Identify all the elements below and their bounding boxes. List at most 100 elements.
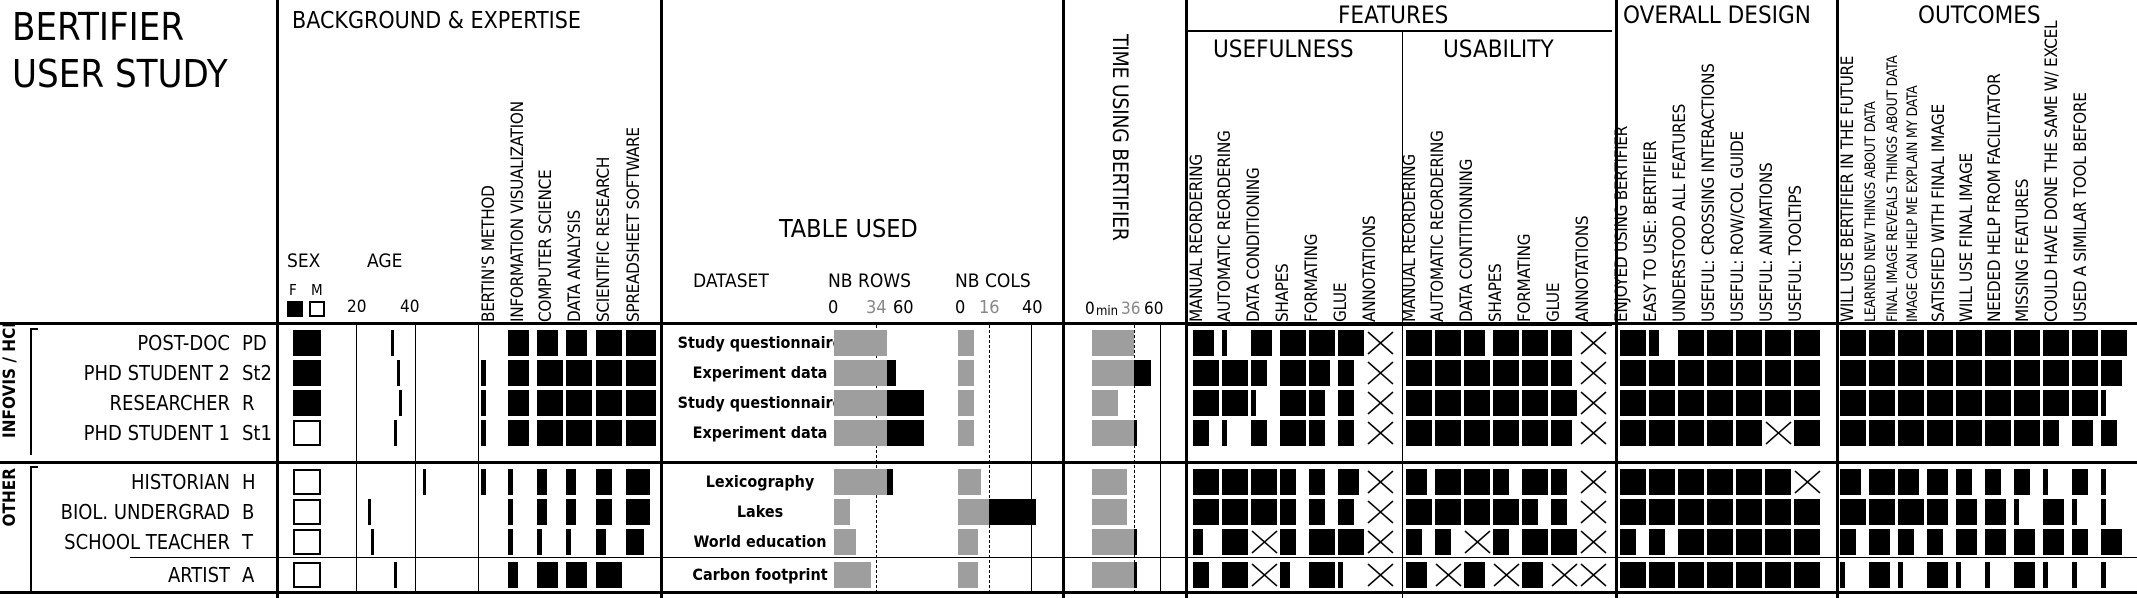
row-pd-overall-cell-0 xyxy=(1620,330,1646,356)
row-pd-usability-cell-5 xyxy=(1551,330,1572,356)
row-st1-usability-cell-4 xyxy=(1522,420,1548,446)
row-st2-usefulness-cell-5 xyxy=(1338,360,1354,386)
row-r-overall-cell-1 xyxy=(1649,390,1675,416)
row-h-usefulness-cell-4 xyxy=(1309,469,1325,495)
row-a-usefulness-x-6 xyxy=(1367,563,1394,587)
row-a-outcomes-cell-0 xyxy=(1840,562,1845,588)
row-r-outcomes-cell-0 xyxy=(1840,390,1866,416)
time-tick-0: 0 xyxy=(1085,299,1095,319)
row-r-usability-cell-1 xyxy=(1435,390,1461,416)
row-t-outcomes-cell-9 xyxy=(2101,529,2122,555)
row-st1-usefulness-cell-4 xyxy=(1309,420,1325,446)
row-st2-outcomes-cell-2 xyxy=(1898,360,1924,386)
row-r-overall-cell-2 xyxy=(1678,390,1704,416)
row-t-usefulness-cell-1 xyxy=(1222,529,1248,555)
overall-header-4: USEFUL: ROW/COL GUIDE xyxy=(1728,131,1748,322)
row-t-outcomes-cell-4 xyxy=(1956,529,1977,555)
row-pd-outcomes-cell-7 xyxy=(2043,330,2069,356)
row-pd-outcomes-cell-5 xyxy=(1985,330,2011,356)
row-r-usefulness-cell-3 xyxy=(1280,390,1306,416)
time-tick-36: 36 xyxy=(1121,299,1141,319)
row-a-rows xyxy=(834,562,872,588)
row-b-rows xyxy=(834,499,850,525)
row-t-outcomes-cell-2 xyxy=(1898,529,1914,555)
row-h-code: H xyxy=(242,470,256,494)
legend-female-swatch xyxy=(287,301,303,317)
time-tick-60: 60 xyxy=(1144,299,1164,319)
row-t-overall-cell-1 xyxy=(1649,529,1665,555)
expertise-header-5: SPREADSHEET SOFTWARE xyxy=(624,127,644,322)
row-pd-outcomes-cell-9 xyxy=(2101,330,2127,356)
row-h-rows-extra xyxy=(886,469,893,495)
row-b-usefulness-cell-4 xyxy=(1309,499,1325,525)
row-a-usability-x-5 xyxy=(1551,563,1578,587)
row-st2-overall-cell-4 xyxy=(1736,360,1762,386)
row-h-usability-cell-4 xyxy=(1522,469,1548,495)
row-a-exp-3 xyxy=(566,562,587,588)
thin-divider-3 xyxy=(1031,324,1032,594)
row-st2-overall-cell-1 xyxy=(1649,360,1675,386)
row-st2-overall-cell-2 xyxy=(1678,360,1704,386)
title-line1: BERTIFIER xyxy=(12,5,185,49)
outcomes-header-9: USED A SIMILAR TOOL BEFORE xyxy=(2071,92,2091,322)
row-r-outcomes-cell-6 xyxy=(2014,390,2040,416)
row-b-usability-cell-1 xyxy=(1435,499,1461,525)
row-t-code: T xyxy=(242,530,253,554)
row-st2-usability-cell-0 xyxy=(1406,360,1432,386)
row-pd-usefulness-cell-0 xyxy=(1193,330,1214,356)
row-h-overall-cell-5 xyxy=(1765,469,1791,495)
row-st2-outcomes-cell-4 xyxy=(1956,360,1982,386)
row-a-sex xyxy=(293,562,321,588)
row-pd-name: POST-DOC xyxy=(137,331,230,355)
row-a-usability-cell-0 xyxy=(1406,562,1427,588)
row-r-sex xyxy=(293,390,321,416)
row-st2-outcomes-cell-6 xyxy=(2014,360,2040,386)
section-overall: OVERALL DESIGN xyxy=(1623,1,1811,29)
section-background: BACKGROUND & EXPERTISE xyxy=(292,8,581,34)
row-b-usefulness-cell-5 xyxy=(1338,499,1354,525)
row-r-outcomes-cell-8 xyxy=(2072,390,2098,416)
row-r-usability-cell-4 xyxy=(1522,390,1548,416)
row-st1-exp-3 xyxy=(566,420,592,446)
row-h-usability-cell-2 xyxy=(1464,469,1490,495)
cols-ref-16 xyxy=(989,325,990,593)
row-st2-name: PHD STUDENT 2 xyxy=(83,361,230,385)
rows-ref-34 xyxy=(876,325,877,593)
row-t-outcomes-cell-0 xyxy=(1840,529,1856,555)
row-h-dataset: Lexicography xyxy=(705,472,815,491)
row-b-cols xyxy=(958,499,990,525)
row-st2-exp-5 xyxy=(626,360,656,386)
row-a-age xyxy=(394,562,397,588)
time-ref-36 xyxy=(1134,325,1135,593)
row-r-outcomes-cell-3 xyxy=(1927,390,1953,416)
row-st2-rows xyxy=(834,360,887,386)
row-t-exp-1 xyxy=(508,529,513,555)
row-pd-outcomes-cell-4 xyxy=(1956,330,1982,356)
cols-tick-16: 16 xyxy=(979,297,1000,318)
features-underline xyxy=(1188,30,1612,32)
row-b-outcomes-cell-9 xyxy=(2101,499,2106,525)
row-b-overall-cell-1 xyxy=(1649,499,1675,525)
row-t-outcomes-cell-1 xyxy=(1869,529,1890,555)
row-h-overall-x-6 xyxy=(1794,470,1821,494)
section-usefulness: USEFULNESS xyxy=(1213,35,1354,63)
row-pd-overall-cell-4 xyxy=(1736,330,1762,356)
rows-tick-34: 34 xyxy=(866,297,887,318)
row-a-overall-cell-2 xyxy=(1678,562,1704,588)
row-st1-usability-cell-1 xyxy=(1435,420,1461,446)
cols-tick-40: 40 xyxy=(1022,297,1043,318)
row-pd-usefulness-cell-2 xyxy=(1251,330,1272,356)
row-r-outcomes-cell-9 xyxy=(2101,390,2106,416)
row-st2-usability-x-6 xyxy=(1580,361,1607,385)
row-pd-usefulness-cell-3 xyxy=(1280,330,1306,356)
row-st1-sex xyxy=(293,420,321,446)
row-st1-usability-cell-3 xyxy=(1493,420,1519,446)
row-st2-overall-cell-5 xyxy=(1765,360,1791,386)
row-h-outcomes-cell-1 xyxy=(1869,469,1895,495)
usability-header-3: SHAPES xyxy=(1486,263,1506,322)
row-b-usability-cell-4 xyxy=(1522,499,1538,525)
row-pd-dataset: Study questionnaire xyxy=(677,333,843,352)
row-r-outcomes-cell-2 xyxy=(1898,390,1924,416)
row-h-usefulness-cell-2 xyxy=(1251,469,1277,495)
row-r-usefulness-cell-4 xyxy=(1309,390,1325,416)
